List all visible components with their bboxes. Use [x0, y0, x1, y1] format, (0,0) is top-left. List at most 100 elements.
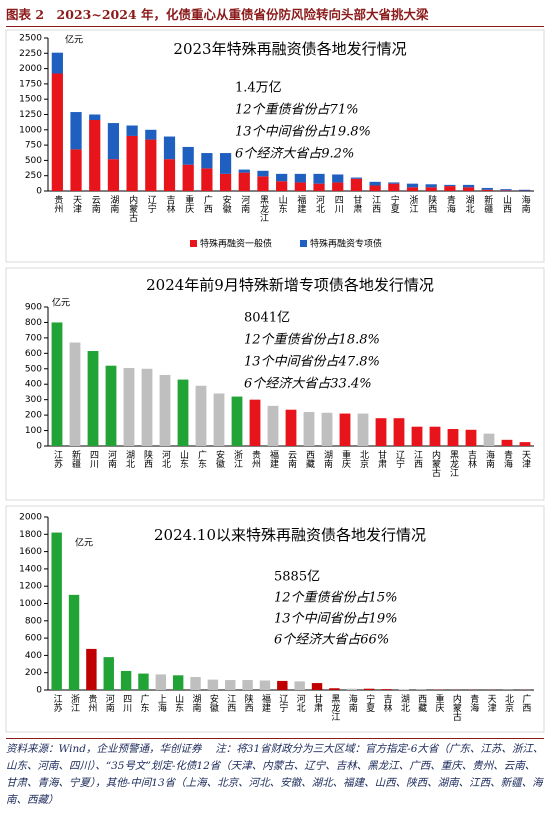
x-tick-label: 山西	[501, 195, 512, 214]
annotation: 6个经济大省占9.2%	[235, 147, 354, 162]
x-tick-label: 浙江	[69, 693, 80, 713]
bar-segment	[219, 153, 232, 174]
legend-swatch	[190, 240, 197, 247]
legend-label: 特殊再融资一般债	[200, 238, 272, 250]
x-tick-label: 湖南	[322, 450, 333, 468]
bar-segment	[462, 187, 475, 191]
bar	[242, 680, 253, 690]
bar-segment	[369, 181, 381, 186]
x-tick-label: 福建	[260, 693, 271, 713]
x-tick-label: 辽宁	[146, 195, 157, 213]
bar-segment	[182, 146, 194, 165]
bar-segment	[51, 73, 63, 191]
source: 资料来源：Wind，企业预警通，华创证券	[6, 743, 202, 755]
bar-segment	[388, 182, 400, 184]
bar	[363, 688, 375, 690]
bar	[329, 688, 340, 690]
y-tick-label: 1750	[19, 79, 42, 89]
x-tick-label: 湖南	[191, 694, 202, 712]
x-tick-label: 安徽	[208, 693, 219, 713]
bar	[138, 673, 149, 690]
chart-title: 2023年特殊再融资债各地发行情况	[173, 40, 406, 58]
bar-segment	[406, 187, 419, 191]
footer: 资料来源：Wind，企业预警通，华创证券 注：将31省财政分为三大区域：官方指定…	[6, 738, 544, 809]
x-tick-label: 陕西	[142, 449, 153, 469]
chart-frame	[5, 267, 545, 501]
header-title: 图表 2 2023~2024 年，化债重心从重债省份防风险转向头部大省挑大梁	[6, 4, 544, 27]
annotation: 12个重债省份占71%	[235, 103, 358, 118]
bar-segment	[481, 187, 493, 190]
x-tick-label: 甘肃	[312, 693, 323, 713]
x-tick-label: 天津	[486, 694, 497, 713]
bar-segment	[481, 189, 493, 191]
bar	[429, 426, 441, 446]
bar	[321, 412, 333, 446]
bar	[51, 532, 62, 690]
y-tick-label: 1600	[19, 547, 42, 557]
bar	[381, 689, 392, 690]
x-tick-label: 贵州	[52, 194, 63, 213]
bar	[190, 677, 201, 690]
bar-segment	[406, 183, 419, 188]
y-tick-label: 400	[25, 651, 42, 661]
bar-segment	[89, 114, 101, 121]
bar-segment	[219, 173, 232, 191]
charts: 2023年特殊再融资债各地发行情况亿元025050075010001250150…	[5, 29, 545, 733]
x-tick-label: 北京	[503, 694, 514, 713]
x-tick-label: 云南	[286, 450, 297, 468]
x-tick-label: 广东	[196, 449, 207, 468]
bar-segment	[294, 173, 306, 183]
bar	[87, 351, 99, 446]
y-tick-label: 600	[25, 634, 42, 644]
bar-segment	[201, 153, 213, 169]
x-tick-label: 江西	[225, 694, 236, 713]
x-tick-label: 福建	[268, 449, 279, 469]
bar-segment	[126, 135, 138, 191]
annotation: 8041亿	[244, 311, 290, 326]
bar	[155, 674, 167, 690]
x-tick-label: 浙江	[232, 449, 243, 469]
bar	[339, 413, 351, 446]
bar-segment	[313, 183, 325, 191]
x-tick-label: 北京	[358, 450, 369, 469]
y-tick-label: 1800	[19, 530, 42, 540]
y-tick-label: 1500	[19, 95, 42, 105]
annotation: 13个中间省份占47.8%	[244, 355, 380, 370]
x-tick-label: 西藏	[416, 694, 427, 713]
x-tick-label: 山东	[277, 195, 288, 213]
bar-segment	[332, 182, 344, 191]
bar-segment	[369, 185, 381, 191]
y-tick-label: 800	[25, 616, 42, 626]
x-tick-label: 吉林	[165, 195, 176, 214]
bar-segment	[276, 173, 288, 182]
bar-segment	[500, 189, 512, 191]
annotation: 5885亿	[274, 570, 320, 585]
annotation: 13个中间省份占19.8%	[235, 125, 371, 140]
x-tick-label: 新疆	[70, 449, 81, 469]
chart-title: 2024.10以来特殊再融资债各地发行情况	[154, 526, 426, 544]
y-unit: 亿元	[52, 297, 70, 309]
bar	[501, 439, 513, 446]
x-tick-label: 广西	[520, 693, 531, 713]
bar	[519, 442, 531, 446]
x-tick-label: 湖北	[399, 694, 410, 713]
bar	[267, 405, 279, 446]
bar	[447, 429, 459, 446]
y-tick-label: 300	[25, 395, 42, 405]
x-tick-label: 黑龙江	[448, 450, 459, 478]
bar-segment	[89, 120, 101, 191]
y-tick-label: 2000	[19, 513, 42, 523]
bar-segment	[201, 168, 213, 191]
bar-segment	[500, 190, 512, 191]
bar	[346, 688, 357, 690]
bar	[141, 368, 153, 446]
bar-segment	[107, 123, 120, 160]
y-tick-label: 1250	[19, 110, 42, 120]
x-tick-label: 四川	[333, 195, 344, 213]
x-tick-label: 吉林	[466, 450, 477, 469]
x-tick-label: 山东	[173, 694, 184, 712]
x-tick-label: 河南	[239, 194, 250, 213]
x-tick-label: 山东	[178, 450, 189, 468]
bar	[259, 680, 271, 690]
